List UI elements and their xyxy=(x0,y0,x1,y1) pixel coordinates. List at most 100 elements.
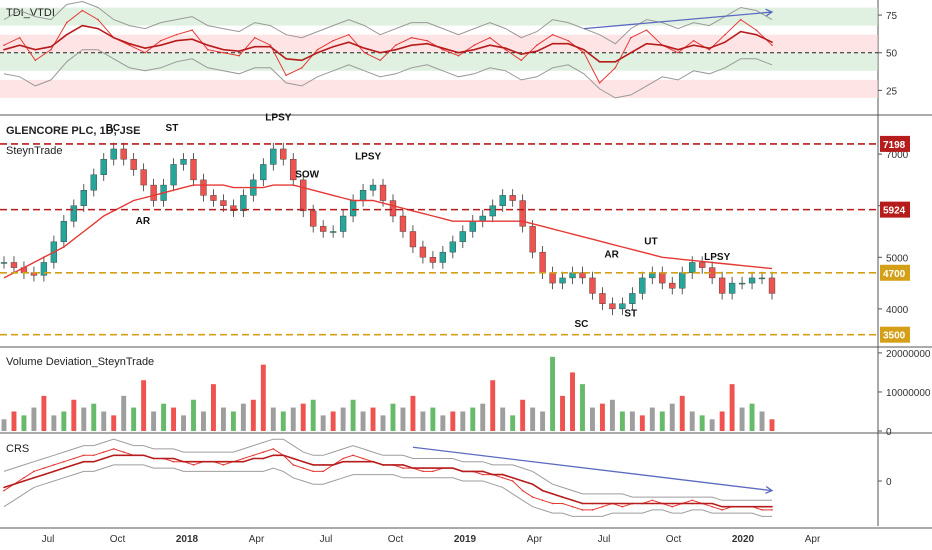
candle-body xyxy=(359,190,367,201)
volume-bar xyxy=(619,411,625,431)
crs-series-point xyxy=(621,502,624,505)
tdi-series-point xyxy=(50,45,52,48)
volume-bar xyxy=(460,411,466,431)
volume-bar xyxy=(21,415,27,431)
candle-body xyxy=(509,195,516,201)
crs-series-point xyxy=(362,460,364,463)
tdi-title: TDI_VTDI xyxy=(6,7,55,19)
tdi-series-point xyxy=(348,41,350,43)
crs-series-point xyxy=(382,464,384,466)
tdi-series-point xyxy=(739,18,742,21)
wyckoff-annotation: UT xyxy=(644,236,657,247)
crs-series-line xyxy=(3,454,772,508)
tdi-series-point xyxy=(34,48,37,51)
crs-series-point xyxy=(43,473,45,476)
candle-body xyxy=(270,148,277,165)
tdi-series-point xyxy=(504,48,507,51)
tdi-series-point xyxy=(65,33,68,36)
x-axis: Jul Oct 2018 Apr Jul Oct 2019 Apr Jul Oct 2020 Apr xyxy=(42,534,821,545)
tdi-series-point xyxy=(18,44,21,46)
tdi-series-point xyxy=(206,48,209,51)
crs-series-point xyxy=(222,460,225,463)
candle-body xyxy=(260,164,267,181)
crs-series-point xyxy=(202,460,205,463)
crs-series-point xyxy=(352,460,354,463)
volume-bar xyxy=(270,407,276,431)
candle-body xyxy=(738,282,746,285)
tdi-series-point xyxy=(614,67,617,69)
crs-series-point xyxy=(422,470,424,473)
crs-series-point xyxy=(122,451,125,453)
crs-series-point xyxy=(581,502,584,505)
crs-series-point xyxy=(551,502,554,505)
wyckoff-annotation: AR xyxy=(604,249,619,260)
volume-bar xyxy=(51,415,57,431)
tdi-series-point xyxy=(112,36,115,39)
crs-series-point xyxy=(312,464,314,466)
crs-series-point xyxy=(741,505,743,508)
tdi-series-point xyxy=(395,44,397,46)
volume-bar xyxy=(260,364,266,431)
tdi-series-point xyxy=(645,42,648,45)
crs-series-point xyxy=(3,486,5,489)
tdi-series-point xyxy=(551,42,554,45)
crs-series-point xyxy=(561,502,564,505)
volume-bar xyxy=(201,411,206,431)
candle-body xyxy=(80,190,87,206)
level-price-label: 4700 xyxy=(883,269,906,280)
crs-series-point xyxy=(13,483,15,486)
tdi-series-point xyxy=(489,36,491,39)
crs-series-point xyxy=(511,476,514,479)
tdi-series-point xyxy=(332,39,334,42)
volume-bar xyxy=(769,419,775,431)
level-price-tag xyxy=(880,201,910,218)
crs-series-point xyxy=(531,496,534,498)
level-band xyxy=(0,79,878,98)
tdi-series-point xyxy=(65,21,68,24)
volume-bar xyxy=(340,407,346,431)
x-tick-label: Oct xyxy=(666,534,682,545)
crs-series-point xyxy=(302,460,305,463)
crs-series-point xyxy=(292,464,295,466)
candle-body xyxy=(110,148,117,160)
tdi-series-point xyxy=(677,51,679,54)
crs-series-point xyxy=(631,502,634,505)
tdi-series-point xyxy=(661,44,664,46)
tdi-series-point xyxy=(97,27,99,30)
x-tick-label: Jul xyxy=(320,534,333,545)
tdi-series-point xyxy=(191,29,193,31)
candle-body xyxy=(70,205,77,222)
x-tick-label: Jul xyxy=(42,534,55,545)
volume-bar xyxy=(649,407,655,431)
candle-body xyxy=(539,251,546,273)
crs-series-point xyxy=(342,457,344,460)
volume-bar xyxy=(31,407,37,431)
volume-bar xyxy=(749,403,755,431)
crs-series-point xyxy=(481,470,484,473)
volume-bar xyxy=(91,403,97,431)
candle-body xyxy=(639,277,646,294)
wyckoff-annotation: SOW xyxy=(295,169,319,180)
volume-bar xyxy=(510,415,516,431)
crs-series-point xyxy=(352,454,354,457)
crs-series-point xyxy=(591,502,594,505)
level-band xyxy=(0,7,878,26)
crs-series-point xyxy=(342,460,344,463)
crs-series-point xyxy=(132,454,135,457)
tdi-series-point xyxy=(614,60,617,63)
candle-body xyxy=(499,195,506,206)
tdi-series-point xyxy=(473,44,476,46)
crs-series-point xyxy=(73,464,75,466)
level-price-label: 3500 xyxy=(883,331,906,342)
candle-body xyxy=(479,215,486,222)
volume-bar xyxy=(400,407,406,431)
volume-bar xyxy=(410,395,416,431)
tdi-series-point xyxy=(442,47,444,50)
crs-series-point xyxy=(102,457,105,460)
candle-body xyxy=(679,272,686,289)
volume-bar xyxy=(759,411,765,431)
tdi-series-point xyxy=(567,42,570,45)
x-tick-label: 2018 xyxy=(176,534,199,545)
candle-body xyxy=(589,277,596,294)
candle-body xyxy=(389,200,397,217)
